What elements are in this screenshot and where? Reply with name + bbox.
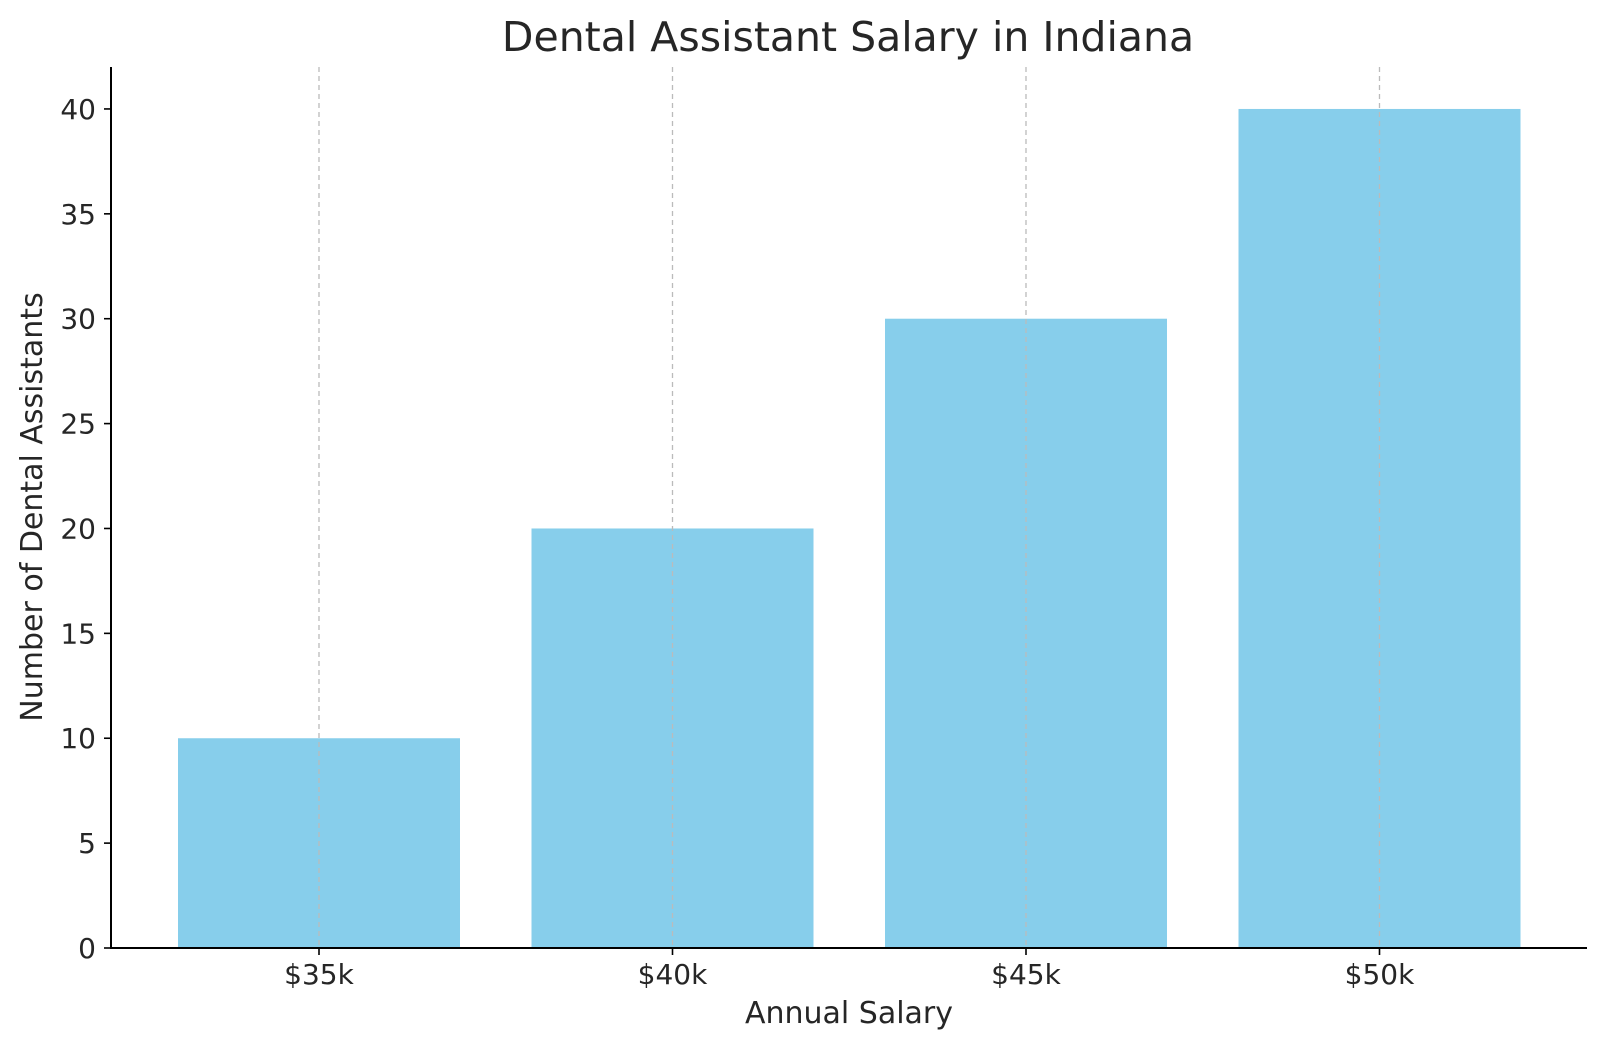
x-tick-label: $50k — [1345, 958, 1415, 991]
y-tick-label: 0 — [78, 932, 96, 965]
x-tick-label: $35k — [284, 958, 354, 991]
y-tick-label: 35 — [60, 198, 96, 231]
y-tick-label: 20 — [60, 512, 96, 545]
chart-title: Dental Assistant Salary in Indiana — [502, 13, 1194, 61]
y-tick-label: 10 — [60, 722, 96, 755]
x-axis-label: Annual Salary — [745, 996, 953, 1031]
y-ticks: 0 5 10 15 20 25 30 35 40 — [60, 93, 111, 965]
y-tick-label: 25 — [60, 408, 96, 441]
y-tick-label: 15 — [60, 617, 96, 650]
x-ticks: $35k $40k $45k $50k — [284, 948, 1415, 991]
x-tick-label: $40k — [638, 958, 708, 991]
y-tick-label: 40 — [60, 93, 96, 126]
y-tick-label: 30 — [60, 303, 96, 336]
x-tick-label: $45k — [991, 958, 1061, 991]
bars — [178, 108, 1521, 948]
y-axis-label: Number of Dental Assistants — [15, 292, 50, 721]
grid-lines — [318, 67, 1381, 948]
y-tick-label: 5 — [78, 827, 96, 860]
